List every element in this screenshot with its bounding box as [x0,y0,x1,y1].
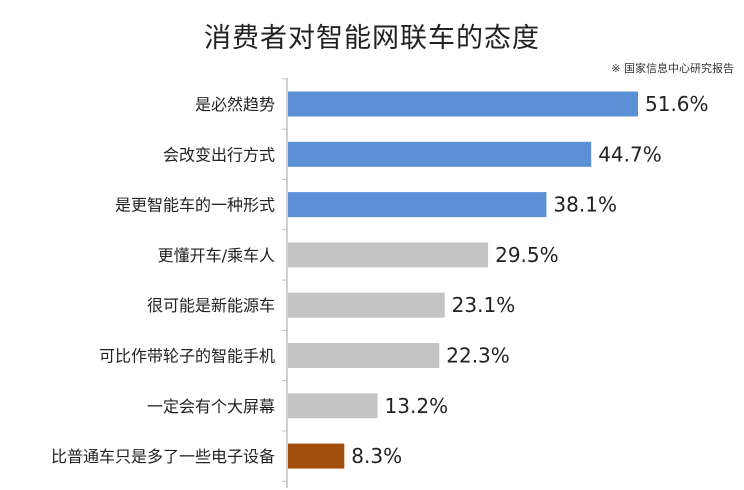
category-label: 可比作带轮子的智能手机 [99,347,275,366]
value-label: 29.5% [495,243,559,267]
bar-3 [288,242,489,268]
bar-5 [288,343,440,368]
bar-6 [288,393,378,419]
bar-0 [288,91,638,117]
value-label: 51.6% [645,92,709,116]
category-label: 很可能是新能源车 [147,296,275,315]
category-label: 一定会有个大屏幕 [147,397,275,416]
category-label: 是更智能车的一种形式 [115,196,275,215]
source-note: ※ 国家信息中心研究报告 [611,62,734,75]
value-label: 23.1% [452,293,516,317]
category-label: 是必然趋势 [195,95,275,114]
value-label: 22.3% [446,344,510,368]
category-label: 会改变出行方式 [163,145,275,164]
value-label: 38.1% [553,193,617,217]
category-label: 更懂开车/乘车人 [158,246,275,265]
category-label: 比普通车只是多了一些电子设备 [51,447,275,466]
chart-title: 消费者对智能网联车的态度 [204,23,540,54]
value-label: 8.3% [351,444,402,468]
value-label: 44.7% [598,142,662,166]
bar-7 [288,443,345,469]
bar-2 [288,192,547,218]
bar-1 [288,141,592,167]
value-label: 13.2% [385,394,449,418]
bar-4 [288,292,445,318]
